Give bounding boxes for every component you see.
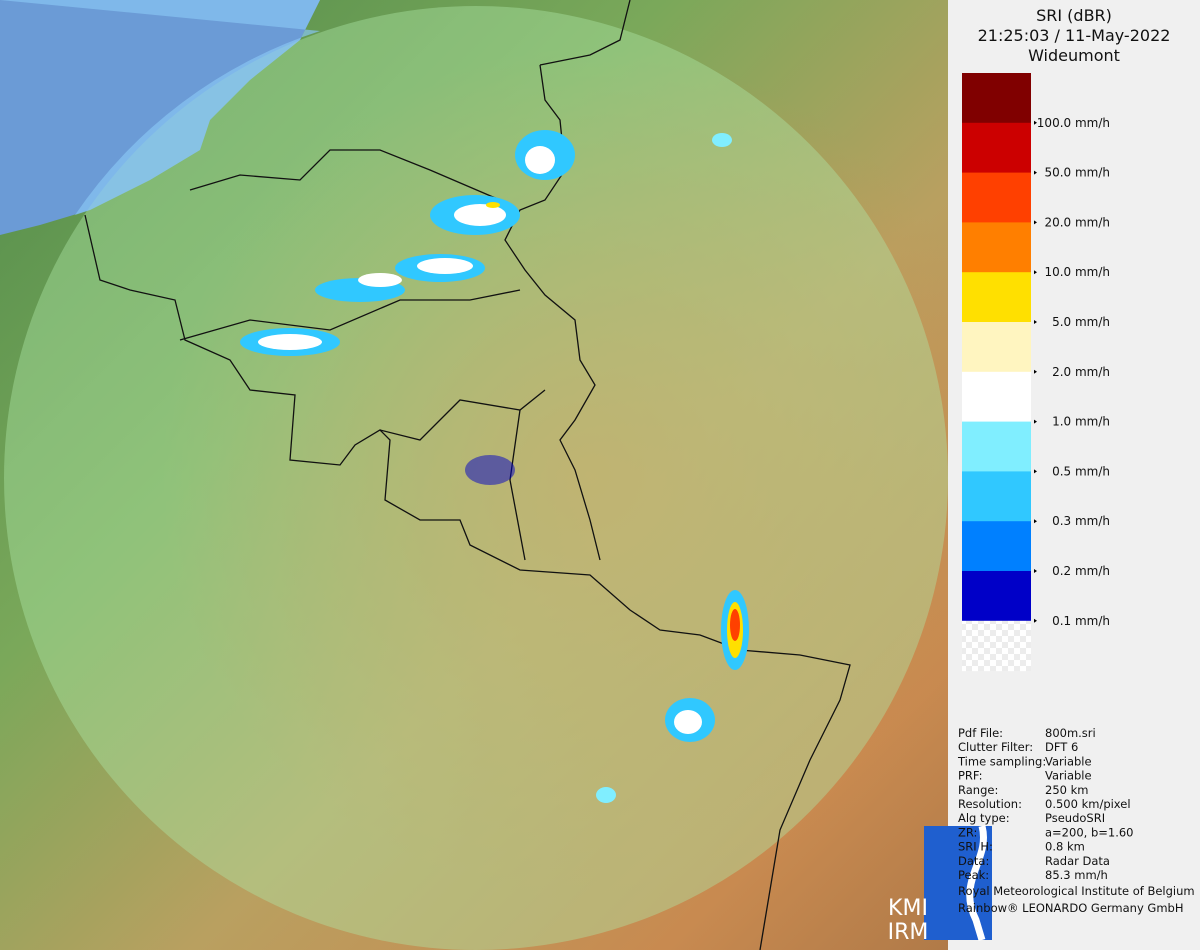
- legend-swatch: [962, 172, 1031, 223]
- legend-label: 1.0 mm/h: [1052, 415, 1110, 429]
- legend-label: 0.1 mm/h: [1052, 614, 1110, 628]
- info-key: Resolution:: [958, 797, 1022, 811]
- legend-swatch: [962, 571, 1031, 622]
- info-value: DFT 6: [1045, 740, 1078, 754]
- legend-label: 0.2 mm/h: [1052, 564, 1110, 578]
- info-key: PRF:: [958, 769, 983, 783]
- rain-echoes: [240, 130, 749, 803]
- legend-label: 50.0 mm/h: [1044, 166, 1110, 180]
- legend-swatch: [962, 122, 1031, 174]
- legend-tick: [1034, 220, 1037, 225]
- info-value: PseudoSRI: [1045, 811, 1105, 825]
- legend-swatch: [962, 421, 1031, 472]
- legend-tick: [1034, 519, 1037, 524]
- credit: Royal Meteorological Institute of Belgiu…: [958, 884, 1195, 898]
- info-key: Range:: [958, 783, 998, 797]
- legend-swatch: [962, 371, 1031, 423]
- info-value: a=200, b=1.60: [1045, 825, 1134, 839]
- info-value: Variable: [1045, 769, 1092, 783]
- legend-label: 0.3 mm/h: [1052, 514, 1110, 528]
- info-key: Data:: [958, 854, 989, 868]
- legend-tick: [1034, 569, 1037, 573]
- legend-tick: [1034, 618, 1037, 623]
- info-value: 800m.sri: [1045, 726, 1096, 740]
- product-title: SRI (dBR): [1036, 6, 1112, 25]
- legend-label: 20.0 mm/h: [1044, 215, 1110, 229]
- credit: Rainbow® LEONARDO Germany GmbH: [958, 901, 1184, 915]
- info-value: Radar Data: [1045, 854, 1110, 868]
- info-value: 0.500 km/pixel: [1045, 797, 1131, 811]
- info-key: Time sampling:: [957, 754, 1046, 768]
- legend-tick: [1034, 120, 1037, 125]
- legend-label: 2.0 mm/h: [1052, 365, 1110, 379]
- timestamp: 21:25:03 / 11-May-2022: [977, 26, 1171, 45]
- info-key: Alg type:: [958, 811, 1010, 825]
- info-key: ZR:: [958, 825, 977, 839]
- legend-swatch: [962, 73, 1031, 124]
- legend: 100.0 mm/h 50.0 mm/h 20.0 mm/h 10.0 mm/h 5.0…: [888, 73, 1195, 945]
- sea: [0, 0, 320, 235]
- info-key: Peak:: [958, 868, 989, 882]
- sidebar: SRI (dBR) 21:25:03 / 11-May-2022 Wideumo…: [888, 0, 1200, 950]
- legend-label: 5.0 mm/h: [1052, 315, 1110, 329]
- logo-curve: [966, 825, 987, 942]
- legend-swatch: [962, 471, 1031, 522]
- legend-label: 100.0 mm/h: [1037, 116, 1110, 130]
- legend-tick: [1034, 419, 1037, 424]
- info-value: 0.8 km: [1045, 840, 1085, 854]
- radar-map: [0, 0, 948, 950]
- legend-tick: [1034, 469, 1037, 474]
- legend-swatch: [962, 620, 1031, 672]
- logo-text: IRM: [888, 920, 929, 945]
- info-key: SRI H:: [958, 840, 993, 854]
- radar-site: Wideumont: [1028, 46, 1120, 65]
- logo-text: KMI: [888, 896, 928, 921]
- legend-tick: [1034, 369, 1037, 374]
- legend-label: 0.5 mm/h: [1052, 464, 1110, 478]
- legend-swatch: [962, 272, 1031, 323]
- legend-tick: [1034, 270, 1037, 275]
- borders: [84, 0, 851, 950]
- info-value: Variable: [1045, 754, 1092, 768]
- info-key: Clutter Filter:: [958, 740, 1033, 754]
- legend-label: 10.0 mm/h: [1044, 265, 1110, 279]
- legend-swatch: [962, 222, 1031, 273]
- info-value: 85.3 mm/h: [1045, 868, 1108, 882]
- sea-in-range: [0, 0, 320, 215]
- legend-tick: [1034, 170, 1037, 175]
- legend-tick: [1034, 320, 1037, 324]
- legend-swatch: [962, 322, 1031, 373]
- info-key: Pdf File:: [958, 726, 1003, 740]
- legend-swatch: [962, 521, 1031, 572]
- info-value: 250 km: [1045, 783, 1088, 797]
